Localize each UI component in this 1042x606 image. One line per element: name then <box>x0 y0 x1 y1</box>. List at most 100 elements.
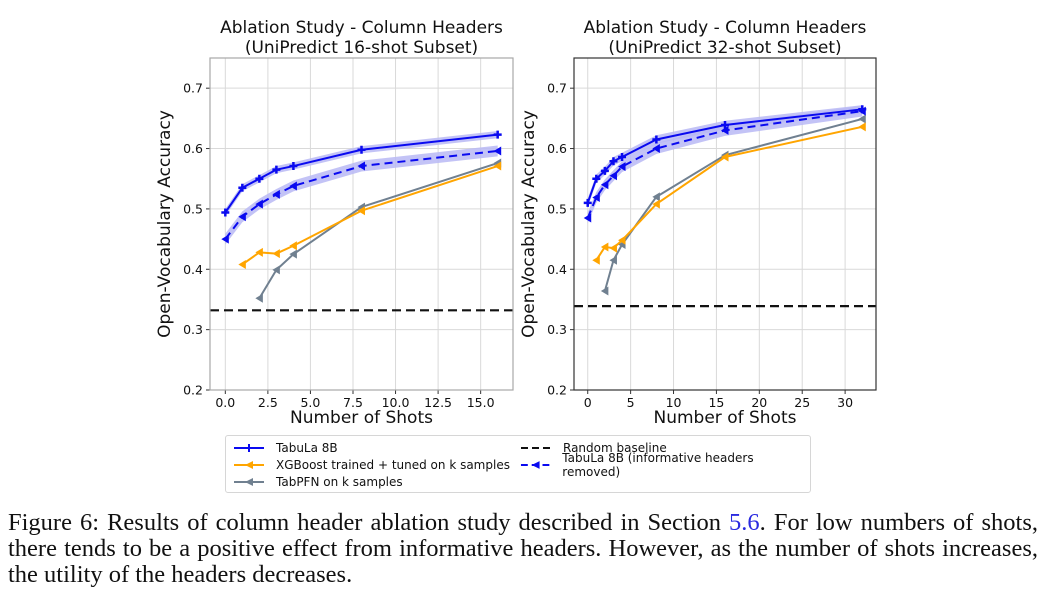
data-point-xgboost <box>255 247 263 257</box>
data-point-tabula <box>609 157 618 166</box>
data-point-tabpfn <box>609 255 617 265</box>
data-point-tabula-removed <box>289 181 297 191</box>
y-tick-label: 0.6 <box>183 141 203 156</box>
chart-title: (UniPredict 16-shot Subset) <box>245 38 478 58</box>
x-tick-label: 15 <box>708 395 724 410</box>
data-point-tabula-removed <box>618 162 626 172</box>
chart-title: (UniPredict 32-shot Subset) <box>608 38 841 58</box>
legend-item-tabula: TabuLa 8B <box>232 440 338 456</box>
data-point-tabula-removed <box>357 161 365 171</box>
legend-label: XGBoost trained + tuned on k samples <box>276 458 510 472</box>
y-tick-label: 0.7 <box>547 81 567 96</box>
y-tick-label: 0.2 <box>547 383 567 398</box>
legend-swatch-xgboost <box>234 461 264 469</box>
data-point-tabula <box>592 174 601 183</box>
data-point-tabula <box>493 130 502 139</box>
legend-label: TabuLa 8B <box>276 441 338 455</box>
data-point-tabula <box>618 152 627 161</box>
x-tick-label: 0 <box>584 395 592 410</box>
data-point-tabula-removed <box>609 171 617 181</box>
axes-frame <box>209 57 514 391</box>
y-tick-label: 0.3 <box>183 322 203 337</box>
data-point-tabula-removed <box>583 213 592 223</box>
data-point-tabula <box>289 162 298 171</box>
data-point-tabula-removed <box>255 199 263 209</box>
caption-text: Figure 6: Results of column header ablat… <box>8 509 730 536</box>
section-link[interactable]: 5.6 <box>729 509 760 536</box>
data-point-tabpfn <box>858 114 866 124</box>
data-point-tabula <box>652 135 661 144</box>
y-tick-label: 0.7 <box>183 81 203 96</box>
data-point-tabula <box>600 166 609 175</box>
data-point-tabpfn <box>600 286 609 296</box>
chart-title: Ablation Study - Column Headers <box>584 18 867 38</box>
legend-label: Random baseline <box>563 441 667 455</box>
data-point-tabula <box>357 145 366 154</box>
data-point-tabula <box>721 121 729 130</box>
legend: TabuLa 8B XGBoost trained + tuned on k s… <box>225 435 811 493</box>
axes-frame <box>573 57 877 391</box>
legend-label: TabuLa 8B (informative headers removed) <box>562 451 754 479</box>
figure: 0.0 2.5 5.0 7.5 10.0 12.5 15.00.20.30.40.50.60… <box>155 18 877 428</box>
data-point-tabpfn <box>652 192 660 202</box>
x-tick-label: 5.0 <box>300 395 320 410</box>
legend-item-tabpfn: TabPFN on k samples <box>232 474 403 490</box>
legend-label: TabPFN on k samples <box>276 475 403 489</box>
series-line-tabula-removed <box>586 110 863 219</box>
x-tick-label: 5 <box>627 395 635 410</box>
y-tick-label: 0.5 <box>547 201 567 216</box>
data-point-tabula-removed <box>493 146 502 156</box>
data-point-xgboost <box>652 199 660 209</box>
data-point-tabpfn <box>289 249 297 259</box>
legend-item-tabula-removed: TabuLa 8B (informative headers removed) <box>519 451 810 479</box>
chart-title: Ablation Study - Column Headers <box>220 18 503 38</box>
data-point-tabula-removed <box>592 192 600 202</box>
y-axis-label: Open-Vocabulary Accuracy <box>155 110 175 338</box>
data-point-tabula-removed <box>238 212 246 222</box>
x-tick-label: 12.5 <box>424 395 452 410</box>
figure-caption: Figure 6: Results of column header ablat… <box>8 510 1038 588</box>
confidence-band-tabula-removed <box>225 145 498 245</box>
chart-panel-1: 0.0 2.5 5.0 7.5 10.0 12.5 15.0 0.2 0.3 0.4 0.5 0.6 0… <box>155 18 514 428</box>
data-point-xgboost <box>618 235 626 245</box>
data-point-tabula <box>272 165 281 174</box>
legend-swatch-tabula <box>234 444 264 452</box>
data-point-tabula <box>238 183 247 192</box>
data-point-tabpfn <box>272 265 280 275</box>
data-point-tabula <box>255 174 264 183</box>
data-point-tabula-removed <box>652 144 660 154</box>
data-point-xgboost <box>721 152 729 162</box>
data-point-xgboost <box>592 255 600 265</box>
data-point-xgboost <box>493 161 502 171</box>
data-point-xgboost <box>357 206 365 216</box>
data-point-xgboost <box>238 259 246 269</box>
chart-panel-2: 0 5 10 15 20 25 30 0.2 0.3 0.4 0.5 0.6 0.7 Ablation S… <box>519 18 877 428</box>
series-line-xgboost <box>241 165 498 266</box>
series-line-tabpfn <box>603 118 863 292</box>
x-tick-label: 7.5 <box>343 395 363 410</box>
x-tick-label: 20 <box>751 395 767 410</box>
data-point-tabula-removed <box>272 189 280 199</box>
data-point-tabula <box>221 208 230 217</box>
y-tick-label: 0.3 <box>547 322 567 337</box>
data-point-tabpfn <box>255 293 263 303</box>
x-tick-label: 15.0 <box>467 395 495 410</box>
x-axis-label: Number of Shots <box>290 408 433 428</box>
data-point-xgboost <box>858 122 866 132</box>
x-tick-label: 2.5 <box>258 395 278 410</box>
data-point-tabula <box>583 198 592 207</box>
y-tick-label: 0.4 <box>183 262 203 277</box>
legend-swatch-tabpfn <box>234 478 264 486</box>
y-axis-label: Open-Vocabulary Accuracy <box>519 110 539 338</box>
data-point-tabula-removed <box>721 125 729 135</box>
x-tick-label: 10.0 <box>382 395 410 410</box>
x-tick-label: 10 <box>666 395 682 410</box>
x-tick-label: 25 <box>794 395 810 410</box>
x-tick-label: 30 <box>837 395 853 410</box>
data-point-tabula-removed <box>600 180 609 190</box>
y-tick-label: 0.6 <box>547 141 567 156</box>
y-tick-label: 0.4 <box>547 262 567 277</box>
y-tick-label: 0.2 <box>183 383 203 398</box>
data-point-xgboost <box>609 243 617 253</box>
data-point-tabula <box>858 105 867 114</box>
